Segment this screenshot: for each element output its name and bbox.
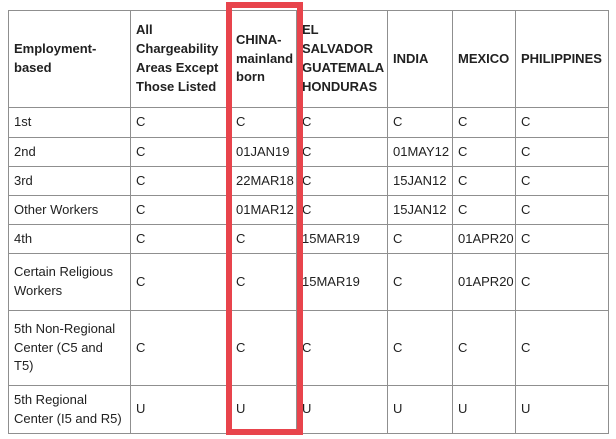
table-row: 5th Non-Regional Center (C5 and T5) C C C C C… — [8, 310, 609, 386]
data-cell: C — [515, 107, 609, 138]
data-cell: C — [230, 107, 297, 138]
data-cell: C — [515, 195, 609, 225]
data-cell: C — [130, 224, 231, 254]
row-label-cell: 1st — [8, 107, 131, 138]
row-label-cell: 4th — [8, 224, 131, 254]
data-cell: C — [296, 310, 388, 386]
data-cell: C — [130, 107, 231, 138]
visa-bulletin-table: Employment-based All Chargeability Areas … — [8, 10, 609, 434]
table-row: 5th Regional Center (I5 and R5) U U U U U U — [8, 385, 609, 434]
data-cell: C — [515, 166, 609, 196]
data-cell: U — [130, 385, 231, 434]
row-label-cell: 5th Non-Regional Center (C5 and T5) — [8, 310, 131, 386]
data-cell: 15MAR19 — [296, 224, 388, 254]
data-cell: C — [230, 253, 297, 311]
data-cell: C — [515, 310, 609, 386]
data-cell: C — [452, 195, 516, 225]
data-cell: C — [296, 137, 388, 167]
data-cell: U — [387, 385, 453, 434]
data-cell: C — [452, 107, 516, 138]
data-cell: 15JAN12 — [387, 166, 453, 196]
data-cell: C — [130, 310, 231, 386]
row-label-cell: 5th Regional Center (I5 and R5) — [8, 385, 131, 434]
data-cell: C — [296, 107, 388, 138]
column-header-6: PHILIPPINES — [515, 10, 609, 108]
table-row: 3rd C 22MAR18 C 15JAN12 C C — [8, 166, 609, 196]
column-header-4: INDIA — [387, 10, 453, 108]
data-cell: C — [230, 310, 297, 386]
data-cell: C — [296, 195, 388, 225]
data-cell: C — [130, 166, 231, 196]
data-cell: 01JAN19 — [230, 137, 297, 167]
row-label-cell: 2nd — [8, 137, 131, 167]
data-cell: C — [130, 137, 231, 167]
column-header-3: EL SALVADOR GUATEMALA HONDURAS — [296, 10, 388, 108]
data-cell: C — [452, 166, 516, 196]
table-row: Certain Religious Workers C C 15MAR19 C 01APR… — [8, 253, 609, 311]
data-cell: 15MAR19 — [296, 253, 388, 311]
header-row: Employment-based All Chargeability Areas … — [8, 10, 609, 108]
data-cell: C — [387, 107, 453, 138]
data-cell: C — [387, 310, 453, 386]
data-cell: C — [387, 224, 453, 254]
row-label-cell: Other Workers — [8, 195, 131, 225]
data-cell: C — [130, 195, 231, 225]
data-cell: C — [130, 253, 231, 311]
data-cell: U — [296, 385, 388, 434]
table-row: 1st C C C C C C — [8, 107, 609, 138]
data-cell: 01APR20 — [452, 224, 516, 254]
data-cell: U — [452, 385, 516, 434]
data-cell: U — [230, 385, 297, 434]
data-cell: C — [452, 310, 516, 386]
data-cell: C — [515, 224, 609, 254]
data-cell: 01MAR12 — [230, 195, 297, 225]
data-cell: 22MAR18 — [230, 166, 297, 196]
data-cell: 01APR20 — [452, 253, 516, 311]
table-row: Other Workers C 01MAR12 C 15JAN12 C C — [8, 195, 609, 225]
row-label-cell: 3rd — [8, 166, 131, 196]
table-row: 2nd C 01JAN19 C 01MAY12 C C — [8, 137, 609, 167]
data-cell: U — [515, 385, 609, 434]
data-cell: C — [515, 137, 609, 167]
data-cell: 15JAN12 — [387, 195, 453, 225]
data-cell: C — [230, 224, 297, 254]
data-cell: C — [515, 253, 609, 311]
data-cell: 01MAY12 — [387, 137, 453, 167]
column-header-0: Employment-based — [8, 10, 131, 108]
table-body: 1st C C C C C C 2nd C 01JAN19 C 01MAY12 C C 3rd C 22MAR1… — [8, 107, 609, 434]
column-header-1: All Chargeability Areas Except Those Lis… — [130, 10, 231, 108]
data-cell: C — [452, 137, 516, 167]
data-cell: C — [296, 166, 388, 196]
column-header-2: CHINA-mainland born — [230, 10, 297, 108]
data-cell: C — [387, 253, 453, 311]
row-label-cell: Certain Religious Workers — [8, 253, 131, 311]
column-header-5: MEXICO — [452, 10, 516, 108]
table-row: 4th C C 15MAR19 C 01APR20 C — [8, 224, 609, 254]
